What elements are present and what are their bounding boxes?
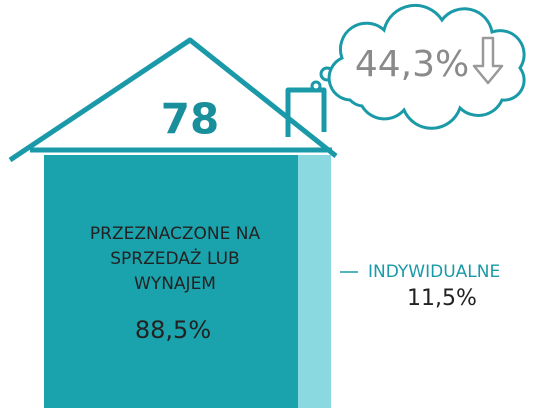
change-label: 44,3%	[355, 44, 469, 85]
house-segment	[297, 155, 331, 408]
cloud	[310, 3, 526, 130]
house-segment	[44, 155, 298, 408]
cloud-body	[327, 3, 526, 130]
total: 78	[161, 95, 219, 144]
down-arrow	[472, 36, 504, 85]
value-label: 11,5%	[407, 286, 477, 311]
cloud-puff	[310, 80, 322, 92]
chimney	[285, 87, 327, 137]
category-label: PRZEZNACZONE NA SPRZEDAŻ LUB WYNAJEM	[89, 224, 261, 294]
roof	[8, 37, 338, 163]
category-label: INDYWIDUALNE	[368, 262, 500, 282]
value-label: 88,5%	[135, 316, 211, 344]
